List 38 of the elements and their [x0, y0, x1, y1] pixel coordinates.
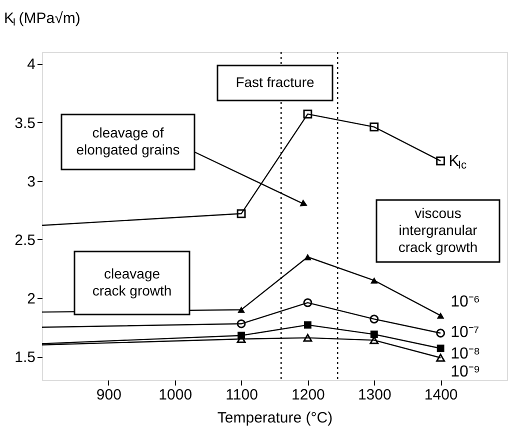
point	[370, 314, 379, 324]
point	[436, 328, 446, 338]
x-tick-label: 1200	[292, 386, 325, 404]
x-tick-label: 900	[96, 386, 122, 404]
annotation: viscous intergranular crack growth	[398, 205, 478, 255]
point	[370, 330, 378, 338]
point	[436, 156, 446, 166]
annotation: Fast fracture	[236, 74, 314, 90]
point	[370, 277, 378, 284]
x-tick-label: 1400	[424, 386, 458, 404]
series-label: 10⁻⁸	[450, 345, 480, 362]
point	[303, 334, 312, 342]
point	[303, 298, 312, 308]
y-tick-label: 2.5	[14, 232, 36, 249]
x-tick-label: 1300	[358, 386, 392, 404]
point	[370, 122, 379, 132]
point	[436, 354, 446, 362]
y-tick-label: 3	[27, 173, 36, 190]
series-label: 10⁻⁷	[450, 324, 480, 342]
point	[236, 319, 246, 328]
x-tick-label: 1000	[158, 386, 192, 404]
point	[303, 110, 312, 119]
series-label: 10⁻⁶	[450, 294, 480, 311]
y-tick-label: 2	[27, 290, 36, 308]
y-tick-label: 4	[27, 56, 36, 74]
point	[436, 344, 444, 352]
point	[304, 254, 312, 260]
x-axis-title: Temperature (°C)	[217, 410, 333, 426]
point	[304, 321, 312, 329]
series-label: 10⁻⁹	[450, 364, 480, 381]
y-tick-label: 1.5	[14, 349, 36, 366]
annotation: cleavage crack growth	[92, 266, 172, 298]
y-tick-label: 3.5	[14, 114, 36, 132]
point	[236, 209, 246, 218]
point	[238, 306, 245, 313]
annotation: cleavage of elongated grains	[76, 124, 180, 158]
x-tick-label: 1100	[226, 386, 258, 404]
point	[436, 312, 444, 319]
